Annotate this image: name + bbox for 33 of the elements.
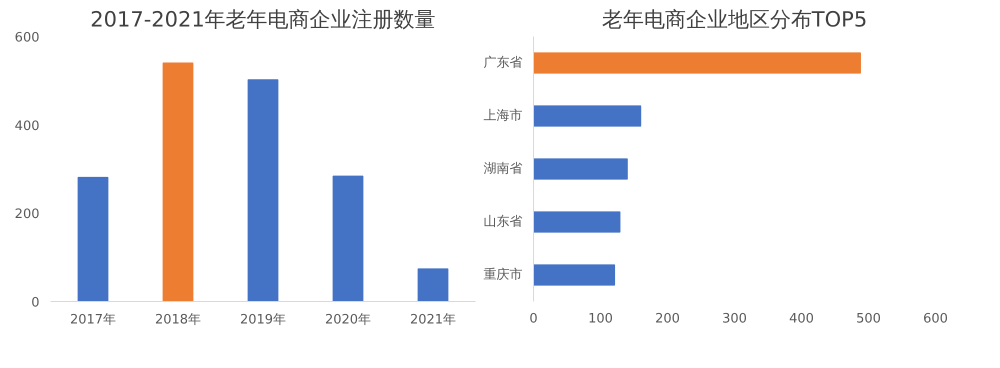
x-tick-label: 0 [529,312,538,326]
x-tick-label: 500 [856,312,881,326]
y-tick-label: 400 [14,118,40,134]
y-tick-label: 湖南省 [484,162,522,176]
y-tick-label: 山东省 [484,214,522,230]
chart-title: 2017-2021年老年电商企业注册数量 [90,8,436,32]
bar [78,176,108,302]
x-tick-label: 2020年 [324,312,372,328]
y-tick-label: 200 [14,207,40,222]
bar [332,176,364,302]
bar [534,264,616,286]
y-tick-label: 0 [31,296,40,310]
bar [534,211,620,233]
x-tick-label: 400 [789,312,814,326]
x-tick-label: 2019年 [240,312,286,328]
x-tick-label: 300 [722,312,747,326]
bar [418,268,448,302]
x-tick-label: 2017年 [70,312,116,328]
x-tick-label: 200 [655,312,680,326]
y-tick-label: 600 [14,30,40,46]
y-tick-label: 广东省 [484,56,522,70]
bar [534,52,861,74]
bar [162,62,194,302]
x-tick-label: 600 [923,312,948,326]
y-tick-label: 重庆市 [484,268,522,282]
y-tick-label: 上海市 [484,108,522,124]
x-tick-label: 100 [588,312,613,326]
x-tick-label: 2021年 [410,312,456,328]
bar [248,79,278,302]
bar [534,105,642,127]
chart-title: 老年电商企业地区分布TOP5 [602,8,868,32]
x-tick-label: 2018年 [154,312,202,328]
bar [534,158,628,180]
